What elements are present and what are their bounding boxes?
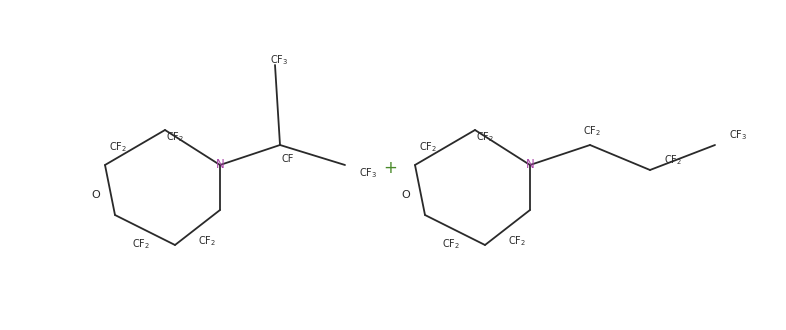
Text: N: N — [526, 158, 534, 172]
Text: CF$_2$: CF$_2$ — [664, 153, 682, 167]
Text: CF$_2$: CF$_2$ — [476, 131, 494, 145]
Text: CF$_3$: CF$_3$ — [359, 166, 377, 180]
Text: CF$_2$: CF$_2$ — [509, 235, 527, 248]
Text: CF$_2$: CF$_2$ — [419, 141, 437, 154]
Text: +: + — [383, 159, 397, 177]
Text: CF$_3$: CF$_3$ — [270, 53, 288, 67]
Text: CF$_3$: CF$_3$ — [729, 128, 747, 142]
Text: CF$_2$: CF$_2$ — [442, 237, 460, 251]
Text: N: N — [215, 158, 224, 172]
Text: O: O — [401, 190, 410, 200]
Text: CF$_2$: CF$_2$ — [132, 237, 150, 251]
Text: O: O — [91, 190, 100, 200]
Text: CF$_2$: CF$_2$ — [583, 124, 601, 138]
Text: CF: CF — [282, 154, 295, 164]
Text: CF$_2$: CF$_2$ — [109, 141, 127, 154]
Text: CF$_2$: CF$_2$ — [199, 235, 216, 248]
Text: CF$_2$: CF$_2$ — [167, 131, 185, 145]
